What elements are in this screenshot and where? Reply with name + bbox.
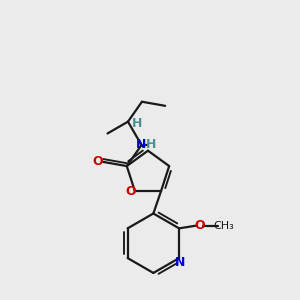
Text: O: O bbox=[93, 155, 104, 168]
Text: N: N bbox=[136, 138, 146, 151]
Text: N: N bbox=[175, 256, 186, 268]
Text: H: H bbox=[132, 116, 142, 130]
Text: H: H bbox=[146, 138, 156, 151]
Text: O: O bbox=[125, 184, 136, 197]
Text: CH₃: CH₃ bbox=[213, 221, 234, 231]
Text: O: O bbox=[195, 219, 206, 232]
